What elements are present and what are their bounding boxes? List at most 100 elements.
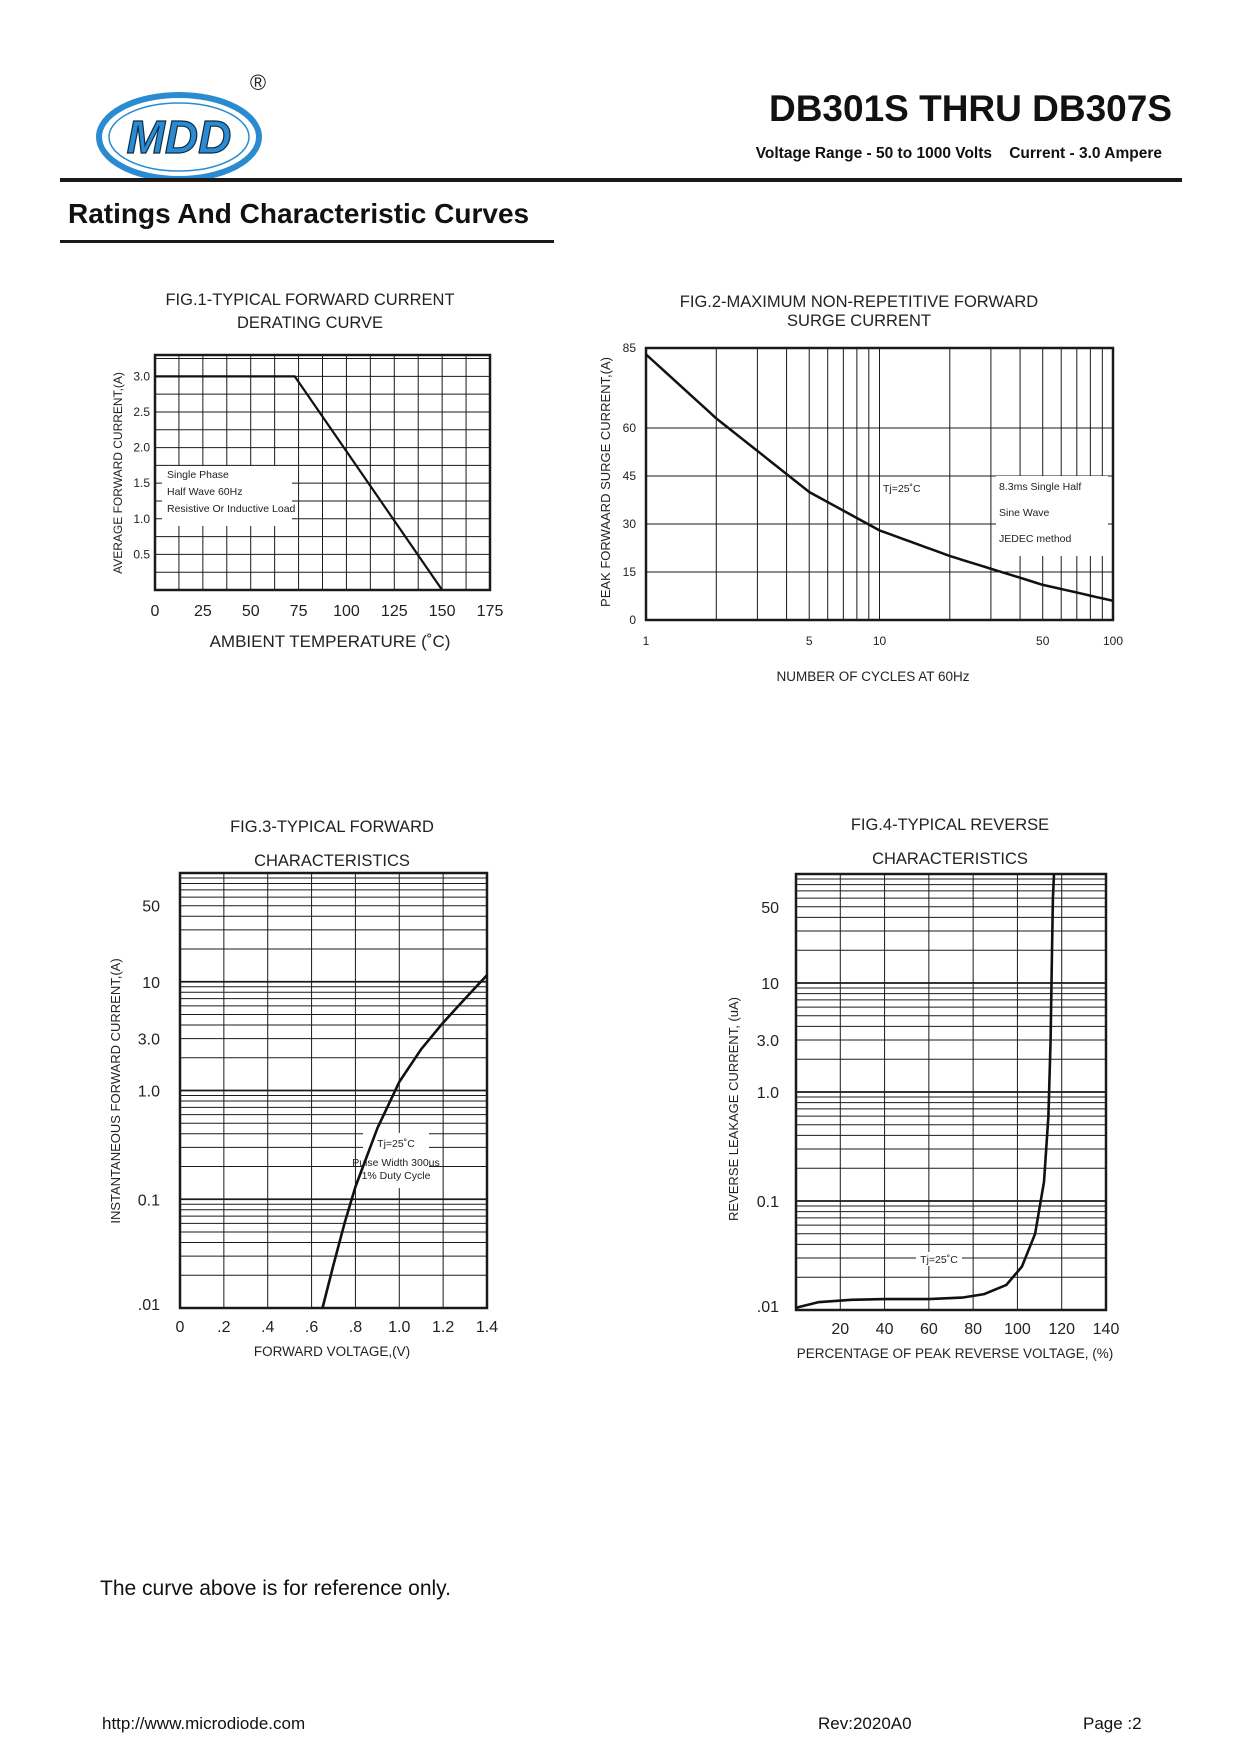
plot-frame [644, 346, 1115, 622]
fig4-reverse-chart: FIG.4-TYPICAL REVERSE CHARACTERISTICS Tj=2… [726, 816, 1120, 1361]
x-tick-label: 125 [381, 603, 408, 620]
chart-title: FIG.1-TYPICAL FORWARD CURRENT [165, 291, 454, 309]
annotation-background [996, 476, 1108, 556]
chart-title: CHARACTERISTICS [872, 850, 1028, 868]
y-tick-label: 50 [142, 899, 160, 916]
x-tick-label: 0 [176, 1319, 185, 1336]
plot-frame [153, 353, 492, 592]
y-tick-label: 1.0 [757, 1085, 779, 1102]
annotation-text: JEDEC method [999, 533, 1072, 545]
chart-title: FIG.2-MAXIMUM NON-REPETITIVE FORWARD [680, 293, 1039, 311]
x-tick-label: 20 [831, 1321, 849, 1338]
y-tick-label: 3.0 [133, 369, 150, 383]
registered-mark: ® [250, 70, 266, 95]
annotation-text: Tj=25˚C [377, 1138, 415, 1150]
surge-curve [645, 353, 1114, 603]
fig3-forward-chart: FIG.3-TYPICAL FORWARD CHARACTERISTICS Tj=2… [108, 818, 498, 1359]
x-tick-label: 150 [429, 603, 456, 620]
x-tick-label: 75 [290, 603, 308, 620]
footer-revision: Rev:2020A0 [818, 1714, 912, 1733]
section-title: Ratings And Characteristic Curves [68, 198, 530, 229]
y-tick-label: 0.1 [138, 1192, 160, 1209]
logo-text: MDD [127, 111, 232, 163]
y-tick-label: 10 [761, 976, 779, 993]
fig1-derating-chart: FIG.1-TYPICAL FORWARD CURRENT DERATING CU… [111, 291, 504, 651]
y-tick-label: 85 [623, 341, 637, 355]
chart-title: FIG.4-TYPICAL REVERSE [851, 816, 1049, 834]
y-axis-label: REVERSE LEAKAGE CURRENT, (uA) [726, 997, 741, 1221]
x-tick-label: 175 [477, 603, 504, 620]
x-tick-label: 100 [1103, 634, 1123, 648]
section-divider [60, 240, 554, 243]
y-tick-label: 3.0 [757, 1033, 779, 1050]
plot-frame [178, 871, 489, 1310]
y-tick-label: .01 [757, 1299, 779, 1316]
y-axis-label: PEAK FORWAARD SURGE CURRENT,(A) [598, 357, 613, 607]
annotation-text: Sine Wave [999, 507, 1050, 519]
annotation-background [916, 1252, 962, 1266]
plot-frame [794, 872, 1108, 1312]
y-axis-label: INSTANTANEOUS FORWARD CURRENT,(A) [108, 958, 123, 1223]
x-axis-label: AMBIENT TEMPERATURE (˚C) [210, 632, 451, 651]
chart-title: SURGE CURRENT [787, 312, 931, 330]
annotation-text: 1% Duty Cycle [362, 1170, 431, 1182]
y-tick-label: 60 [623, 421, 637, 435]
footer-page-number: Page :2 [1083, 1714, 1142, 1733]
x-axis-label: NUMBER OF CYCLES AT 60Hz [776, 669, 969, 684]
y-tick-label: 1.0 [133, 512, 150, 526]
header-divider [60, 178, 1182, 182]
reverse-curve [795, 873, 1056, 1309]
x-tick-label: 80 [964, 1321, 982, 1338]
x-tick-label: 40 [876, 1321, 894, 1338]
y-tick-label: 0.5 [133, 547, 150, 561]
annotation-background [162, 466, 292, 526]
y-tick-label: 30 [623, 517, 637, 531]
y-tick-label: 1.0 [138, 1084, 160, 1101]
chart-title: DERATING CURVE [237, 314, 383, 332]
y-tick-label: 15 [623, 565, 637, 579]
y-axis-label: AVERAGE FORWARD CURRENT,(A) [111, 372, 125, 574]
x-tick-label: .8 [349, 1319, 362, 1336]
x-tick-label: .6 [305, 1319, 318, 1336]
derating-curve [155, 375, 444, 591]
y-tick-label: 3.0 [138, 1032, 160, 1049]
x-tick-label: 100 [1004, 1321, 1031, 1338]
annotation-text: 8.3ms Single Half [999, 481, 1081, 493]
annotation-background [363, 1133, 429, 1188]
x-tick-label: 1.4 [476, 1319, 498, 1336]
annotation-text: Tj=25˚C [883, 483, 921, 495]
x-tick-label: 1.0 [388, 1319, 410, 1336]
x-tick-label: 50 [1036, 634, 1050, 648]
chart-title: CHARACTERISTICS [254, 852, 410, 870]
reference-note: The curve above is for reference only. [100, 1577, 451, 1600]
annotation-text: Pulse Width 300us [352, 1157, 440, 1169]
x-tick-label: 1 [643, 634, 650, 648]
chart-title: FIG.3-TYPICAL FORWARD [230, 818, 434, 836]
annotation-text: Half Wave 60Hz [167, 486, 242, 498]
forward-curve [321, 974, 488, 1309]
footer-url[interactable]: http://www.microdiode.com [102, 1714, 306, 1733]
fig2-surge-chart: FIG.2-MAXIMUM NON-REPETITIVE FORWARDSURG… [598, 293, 1123, 684]
annotation-text: Tj=25˚C [920, 1254, 958, 1266]
x-tick-label: 10 [873, 634, 887, 648]
x-axis-label: PERCENTAGE OF PEAK REVERSE VOLTAGE, (%) [797, 1346, 1114, 1361]
x-tick-label: 140 [1093, 1321, 1120, 1338]
y-tick-label: .01 [138, 1297, 160, 1314]
annotation-text: Single Phase [167, 469, 229, 481]
y-tick-label: 2.0 [133, 441, 150, 455]
y-tick-label: 45 [623, 469, 637, 483]
y-tick-label: 0 [629, 613, 636, 627]
x-tick-label: 1.2 [432, 1319, 454, 1336]
subtitle: Voltage Range - 50 to 1000 Volts Current… [755, 145, 1162, 162]
y-tick-label: 0.1 [757, 1194, 779, 1211]
x-tick-label: 100 [333, 603, 360, 620]
y-tick-label: 1.5 [133, 476, 150, 490]
x-tick-label: .4 [261, 1319, 274, 1336]
y-tick-label: 10 [142, 975, 160, 992]
mdd-logo: MDD ® [96, 70, 266, 182]
x-tick-label: 60 [920, 1321, 938, 1338]
page-title: DB301S THRU DB307S [768, 88, 1172, 129]
annotation-text: Resistive Or Inductive Load [167, 503, 296, 515]
x-axis-label: FORWARD VOLTAGE,(V) [254, 1344, 410, 1359]
x-tick-label: 120 [1048, 1321, 1075, 1338]
